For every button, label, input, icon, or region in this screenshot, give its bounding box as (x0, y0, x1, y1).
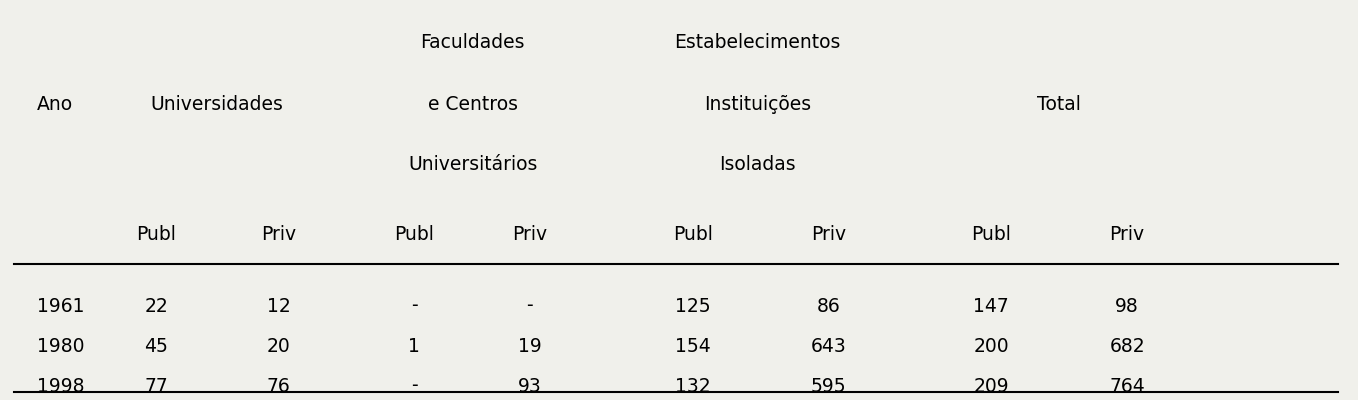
Text: 643: 643 (811, 336, 846, 356)
Text: 1961: 1961 (37, 296, 84, 316)
Text: Universitários: Universitários (407, 154, 538, 174)
Text: 45: 45 (144, 336, 168, 356)
Text: 76: 76 (266, 376, 291, 396)
Text: 147: 147 (974, 296, 1009, 316)
Text: 20: 20 (266, 336, 291, 356)
Text: -: - (527, 296, 532, 316)
Text: 22: 22 (144, 296, 168, 316)
Text: -: - (411, 376, 417, 396)
Text: 1998: 1998 (37, 376, 84, 396)
Text: 77: 77 (144, 376, 168, 396)
Text: Isoladas: Isoladas (720, 154, 796, 174)
Text: 200: 200 (974, 336, 1009, 356)
Text: Priv: Priv (261, 224, 296, 244)
Text: Priv: Priv (1109, 224, 1145, 244)
Text: 86: 86 (816, 296, 841, 316)
Text: 1: 1 (409, 336, 420, 356)
Text: 98: 98 (1115, 296, 1139, 316)
Text: 93: 93 (517, 376, 542, 396)
Text: Publ: Publ (971, 224, 1012, 244)
Text: 595: 595 (811, 376, 846, 396)
Text: Publ: Publ (136, 224, 177, 244)
Text: -: - (411, 296, 417, 316)
Text: 1980: 1980 (37, 336, 84, 356)
Text: Total: Total (1038, 94, 1081, 114)
Text: e Centros: e Centros (428, 94, 517, 114)
Text: Universidades: Universidades (151, 94, 284, 114)
Text: Ano: Ano (37, 94, 73, 114)
Text: Priv: Priv (512, 224, 547, 244)
Text: Priv: Priv (811, 224, 846, 244)
Text: 132: 132 (675, 376, 710, 396)
Text: 682: 682 (1109, 336, 1145, 356)
Text: 125: 125 (675, 296, 710, 316)
Text: 209: 209 (974, 376, 1009, 396)
Text: Instituições: Instituições (705, 94, 811, 114)
Text: Publ: Publ (394, 224, 435, 244)
Text: 154: 154 (675, 336, 710, 356)
Text: Faculdades: Faculdades (421, 32, 524, 52)
Text: 19: 19 (517, 336, 542, 356)
Text: 12: 12 (266, 296, 291, 316)
Text: 764: 764 (1109, 376, 1145, 396)
Text: Estabelecimentos: Estabelecimentos (675, 32, 841, 52)
Text: Publ: Publ (672, 224, 713, 244)
